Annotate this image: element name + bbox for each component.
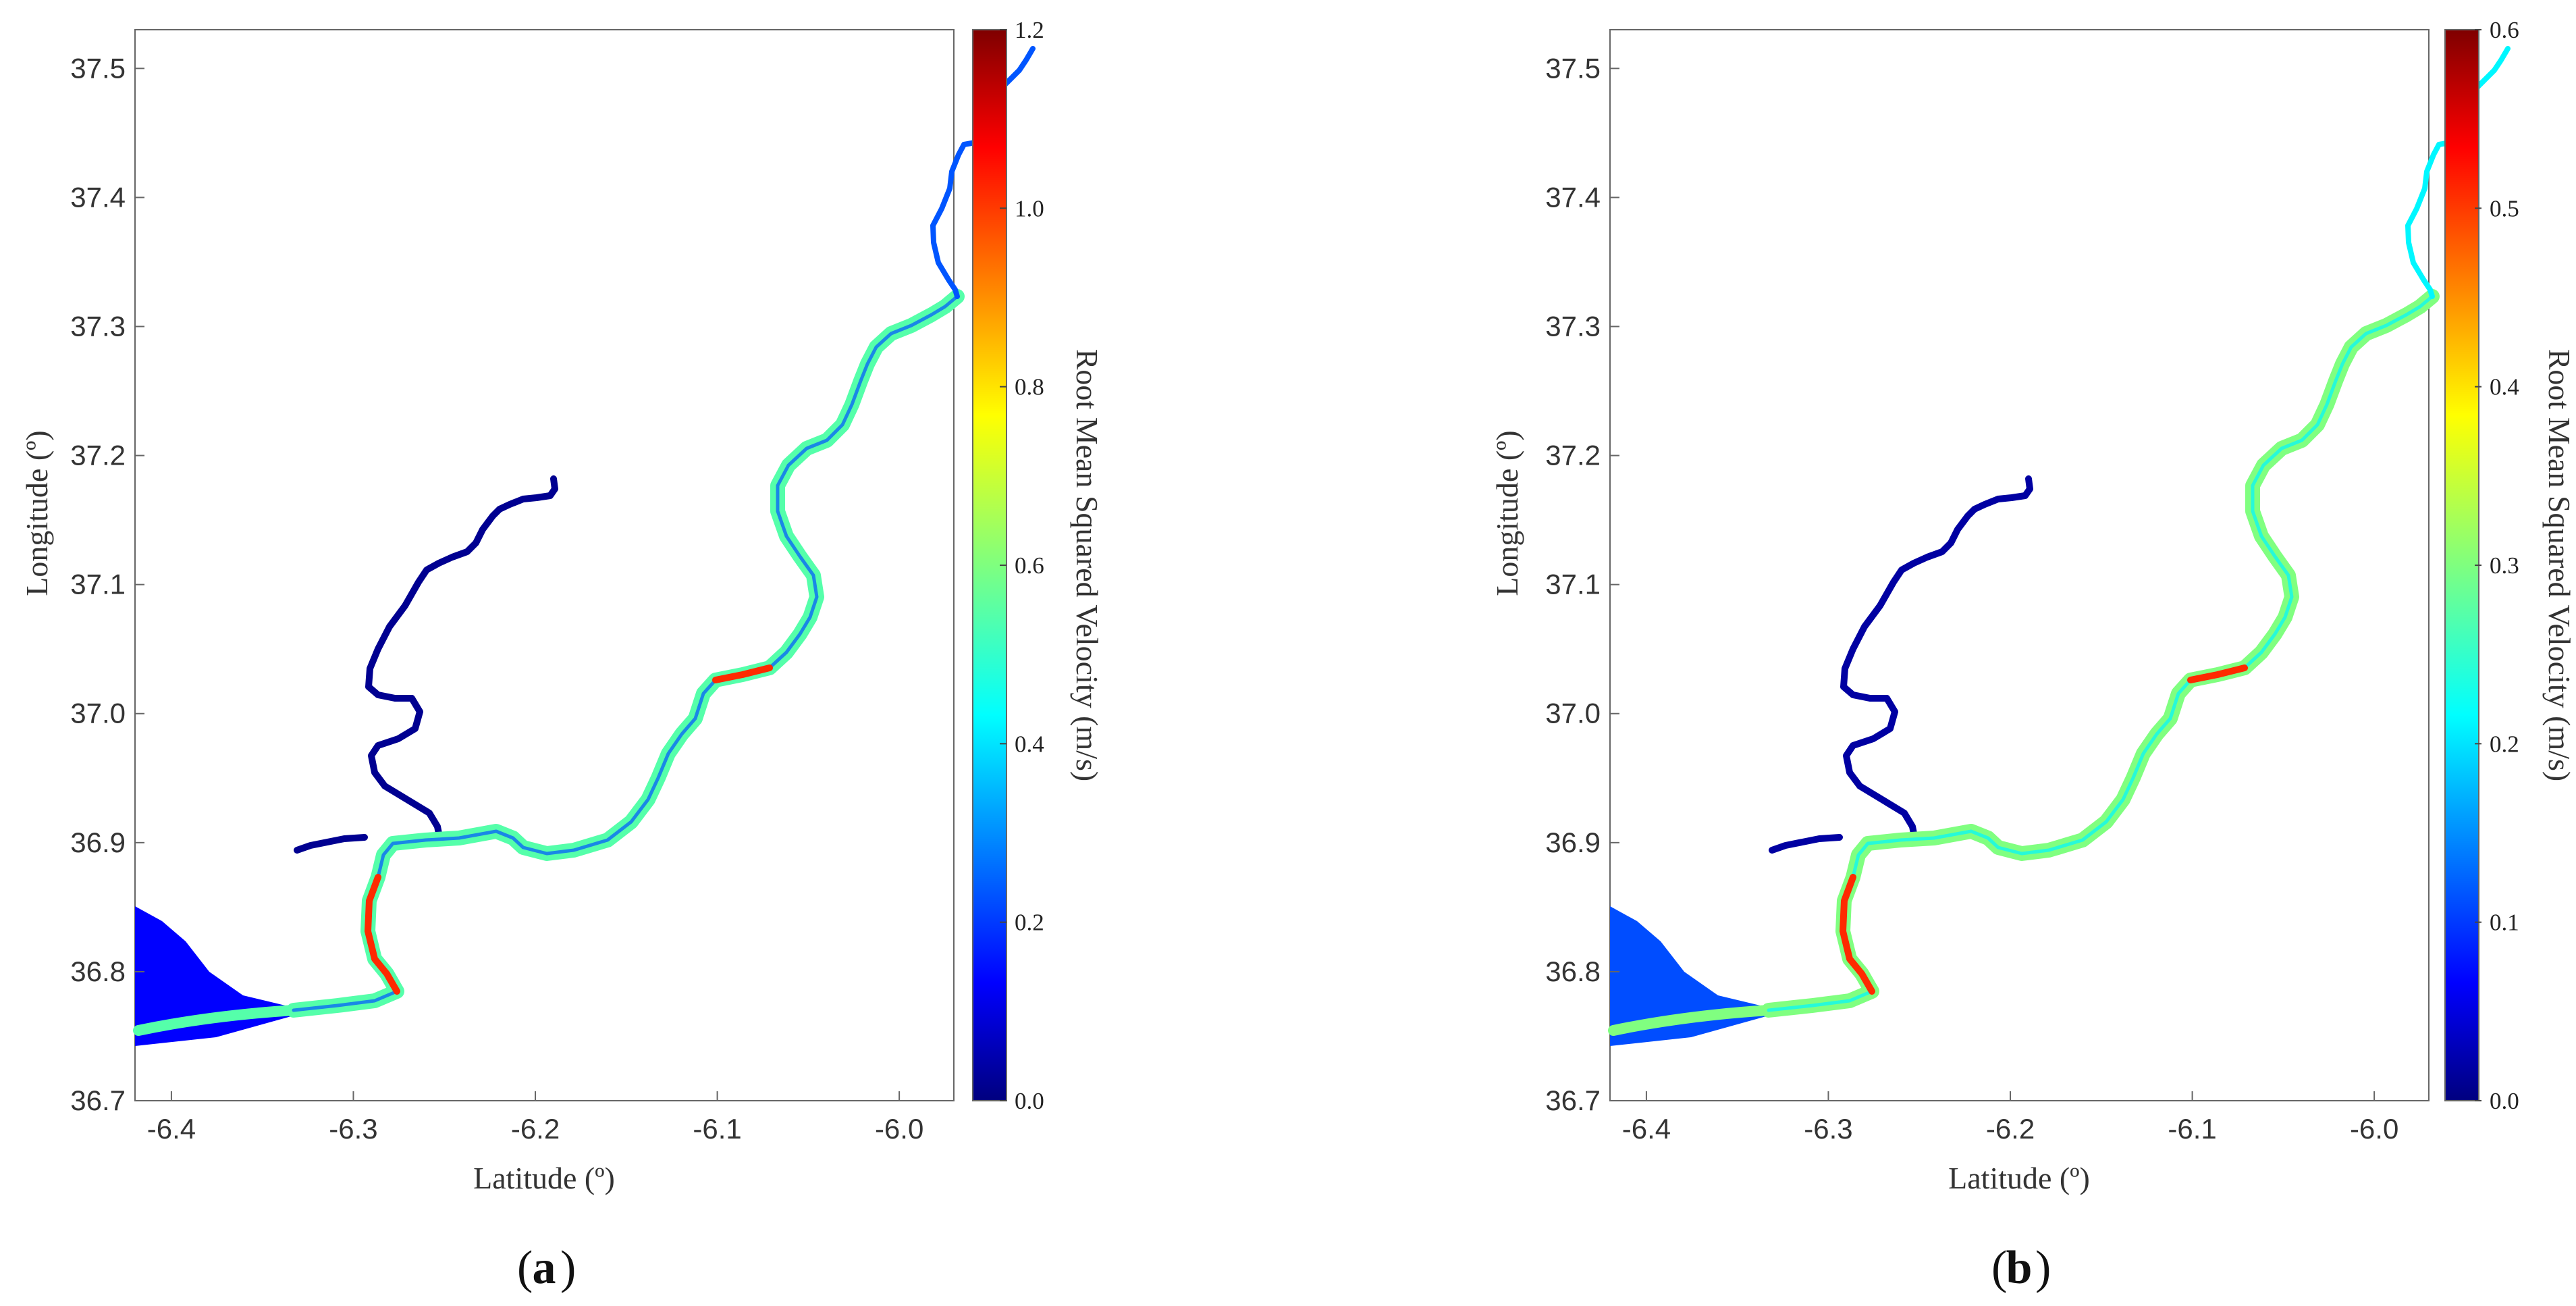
- y-tick-label: 37.0: [70, 698, 126, 729]
- x-tick-label: -6.3: [1804, 1113, 1852, 1145]
- main-river-banks: [292, 294, 959, 1012]
- velocity-hotspot: [1840, 874, 1875, 995]
- y-tick-labels: 36.7 36.8 36.9 37.0 37.1 37.2 37.3 37.4 37.5: [70, 52, 144, 1116]
- estuary-jet: [133, 1005, 299, 1036]
- x-tick-label: -6.1: [2168, 1113, 2216, 1145]
- colorbar-tick-label: 0.4: [2490, 374, 2519, 400]
- panel-label: a: [533, 1242, 556, 1294]
- y-tick-label: 36.9: [70, 827, 126, 858]
- velocity-hotspot: [712, 664, 773, 683]
- y-tick-label: 36.8: [1545, 956, 1601, 987]
- y-tick-label: 37.3: [1545, 310, 1601, 342]
- panel-label: b: [2006, 1242, 2033, 1294]
- tributary-channel: [365, 475, 558, 837]
- colorbar-tick-label: 0.1: [2490, 910, 2519, 936]
- main-river-banks: [1767, 294, 2434, 1012]
- y-tick-label: 37.5: [1545, 52, 1601, 84]
- y-tick-label: 37.0: [1545, 698, 1601, 729]
- y-tick-label: 37.1: [1545, 569, 1601, 600]
- y-tick-label: 37.3: [70, 310, 126, 342]
- x-tick-label: -6.2: [511, 1113, 560, 1145]
- plot-frame: [134, 29, 955, 1101]
- colorbar-tick-label: 0.6: [1015, 552, 1044, 579]
- x-tick-label: -6.1: [693, 1113, 741, 1145]
- y-tick-label: 37.4: [70, 181, 126, 213]
- y-tick-label: 37.2: [1545, 440, 1601, 471]
- colorbar-tick-label: 1.2: [1015, 17, 1044, 43]
- x-tick-label: -6.3: [329, 1113, 377, 1145]
- panel-label-open-paren: (: [1991, 1242, 2007, 1294]
- panel-label-close-paren: ): [2035, 1242, 2051, 1294]
- colorbar-tick-label: 0.8: [1015, 374, 1044, 400]
- y-tick-label: 36.8: [70, 956, 126, 987]
- colorbar-tick-label: 0.3: [2490, 552, 2519, 579]
- velocity-hotspot: [365, 874, 400, 995]
- x-tick-label: -6.2: [1986, 1113, 2035, 1145]
- velocity-hotspot: [2187, 664, 2248, 683]
- x-tick-label: -6.0: [2350, 1113, 2398, 1145]
- colorbar-tick-label: 0.2: [1015, 910, 1044, 936]
- colorbar-tick-label: 0.5: [2490, 195, 2519, 221]
- x-axis-title: Latitude (º): [473, 1161, 615, 1195]
- x-tick-labels: -6.4 -6.3 -6.2 -6.1 -6.0: [147, 1091, 923, 1145]
- y-tick-labels: 36.7 36.8 36.9 37.0 37.1 37.2 37.3 37.4 37.5: [1545, 52, 1619, 1116]
- colorbar: [2444, 29, 2479, 1101]
- y-tick-label: 37.5: [70, 52, 126, 84]
- colorbar-tick-label: 0.0: [2490, 1088, 2519, 1114]
- plot-frame: [1609, 29, 2430, 1101]
- x-tick-labels: -6.4 -6.3 -6.2 -6.1 -6.0: [1622, 1091, 2398, 1145]
- colorbar-tick-labels: 0.0 0.2 0.4 0.6 0.8 1.0 1.2: [1000, 17, 1044, 1114]
- y-tick-label: 36.7: [1545, 1085, 1601, 1116]
- y-tick-label: 36.7: [70, 1085, 126, 1116]
- map-panel-b: -6.4 -6.3 -6.2 -6.1 -6.0 36.7 36.8 36.9 37.0 37.…: [1490, 17, 2576, 1294]
- panel-label-open-paren: (: [517, 1242, 533, 1294]
- river-map: [1608, 46, 2511, 1046]
- colorbar-tick-label: 1.0: [1015, 195, 1044, 221]
- y-tick-label: 37.1: [70, 569, 126, 600]
- side-channel: [294, 834, 368, 854]
- y-axis-title: Longitude (º): [1490, 430, 1524, 596]
- x-tick-label: -6.4: [147, 1113, 196, 1145]
- panel-label-close-paren: ): [560, 1242, 576, 1294]
- colorbar-title: Root Mean Squared Velocity (m/s): [2542, 349, 2576, 782]
- colorbar-tick-label: 0.0: [1015, 1088, 1044, 1114]
- colorbar-tick-label: 0.6: [2490, 17, 2519, 43]
- colorbar-tick-labels: 0.0 0.1 0.2 0.3 0.4 0.5 0.6: [2475, 17, 2519, 1114]
- estuary-jet: [1608, 1005, 1774, 1036]
- x-axis-title: Latitude (º): [1948, 1161, 2090, 1195]
- colorbar-tick-label: 0.4: [1015, 731, 1044, 757]
- map-panel-a: -6.4 -6.3 -6.2 -6.1 -6.0 36.7 36.8 36.9 37.0 37.…: [20, 17, 1104, 1294]
- tributary-channel: [1840, 475, 2033, 837]
- side-channel: [1769, 834, 1843, 854]
- x-tick-label: -6.4: [1622, 1113, 1671, 1145]
- colorbar-title: Root Mean Squared Velocity (m/s): [1070, 349, 1104, 782]
- y-axis-title: Longitude (º): [20, 430, 54, 596]
- y-tick-label: 37.2: [70, 440, 126, 471]
- river-map: [133, 46, 1036, 1046]
- x-tick-label: -6.0: [875, 1113, 923, 1145]
- y-tick-label: 36.9: [1545, 827, 1601, 858]
- y-tick-label: 37.4: [1545, 181, 1601, 213]
- colorbar-tick-label: 0.2: [2490, 731, 2519, 757]
